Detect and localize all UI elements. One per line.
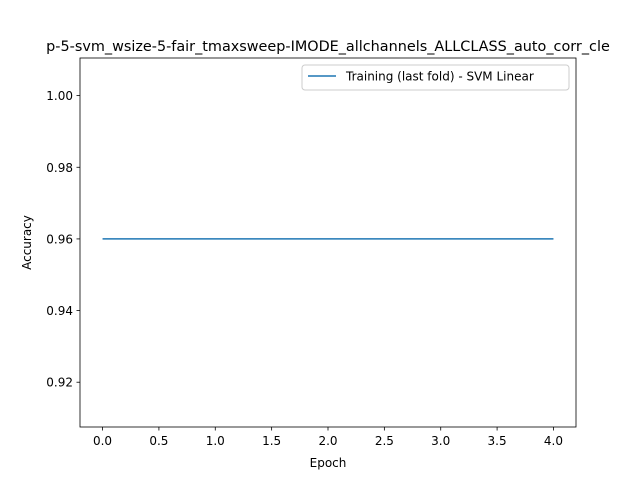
x-tick-label: 3.5 (488, 434, 507, 448)
y-tick-label: 1.00 (46, 89, 73, 103)
y-tick-label: 0.96 (46, 232, 73, 246)
legend-box (301, 64, 570, 91)
y-tick-label: 0.92 (46, 376, 73, 390)
plot-frame (79, 57, 577, 428)
y-tick-label: 0.98 (46, 161, 73, 175)
plot-area (80, 58, 576, 427)
legend: Training (last fold) - SVM Linear (301, 64, 570, 91)
y-axis-ticks: 0.92 0.94 0.96 0.98 1.00 (46, 89, 80, 390)
x-tick-label: 2.5 (375, 434, 394, 448)
x-axis-label: Epoch (310, 456, 347, 470)
legend-label: Training (last fold) - SVM Linear (345, 70, 534, 84)
x-tick-label: 0.5 (149, 434, 168, 448)
x-tick-label: 0.0 (93, 434, 112, 448)
x-tick-label: 2.0 (318, 434, 337, 448)
y-axis-label: Accuracy (20, 215, 34, 270)
x-tick-label: 1.0 (206, 434, 225, 448)
y-tick-label: 0.94 (46, 304, 73, 318)
x-axis-ticks: 0.0 0.5 1.0 1.5 2.0 2.5 3.0 3.5 4.0 (93, 427, 563, 448)
x-tick-label: 4.0 (544, 434, 563, 448)
chart-title: p-5-svm_wsize-5-fair_tmaxsweep-IMODE_all… (46, 39, 610, 55)
x-tick-label: 1.5 (262, 434, 281, 448)
x-tick-label: 3.0 (431, 434, 450, 448)
